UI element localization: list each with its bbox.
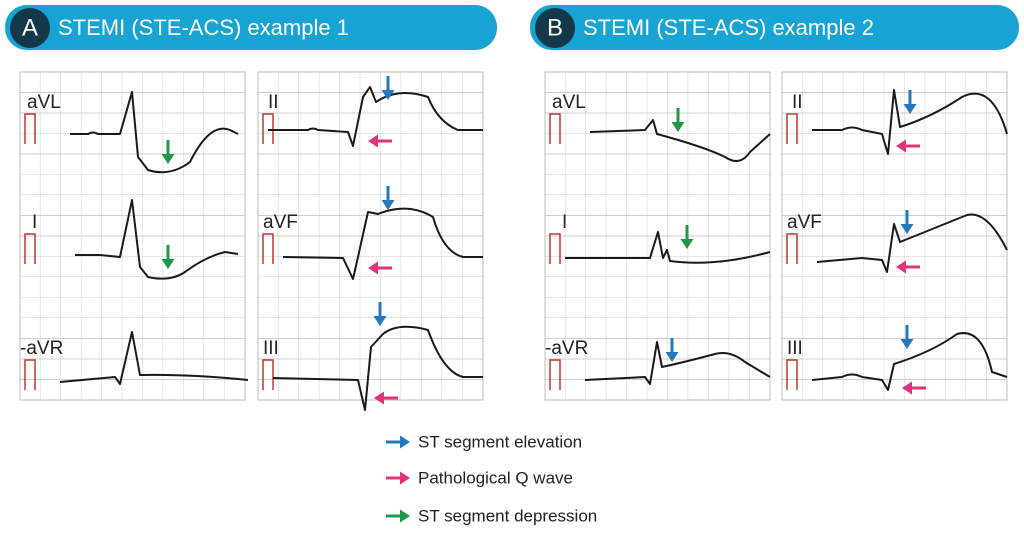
lead-label: aVL [552,92,586,113]
lead-label: III [787,338,803,359]
lead-label: II [792,92,803,113]
panel-letter: B [547,14,563,41]
ecg-column: aVL I -aVR [544,71,771,401]
panel-header: A STEMI (STE-ACS) example 1 [5,5,497,50]
lead-label: II [268,92,279,113]
panel-title: STEMI (STE-ACS) example 2 [583,15,874,40]
lead-label: I [562,212,567,233]
lead-label: III [263,338,279,359]
legend-label: ST segment depression [418,506,597,525]
lead-label: -aVR [20,338,63,359]
legend-label: ST segment elevation [418,432,582,451]
ecg-column: aVL I -aVR [19,71,249,401]
ecg-column: II aVF III [257,71,484,411]
panel-title: STEMI (STE-ACS) example 1 [58,15,349,40]
lead-label: aVL [27,92,61,113]
lead-label: -aVR [545,338,588,359]
ecg-column: II aVF III [781,71,1008,401]
lead-label: I [32,212,37,233]
lead-label: aVF [263,212,298,233]
legend-label: Pathological Q wave [418,468,573,487]
lead-label: aVF [787,212,822,233]
panel-letter: A [22,14,38,41]
legend: ST segment elevation Pathological Q wave… [386,432,597,525]
panel-header: B STEMI (STE-ACS) example 2 [530,5,1019,50]
